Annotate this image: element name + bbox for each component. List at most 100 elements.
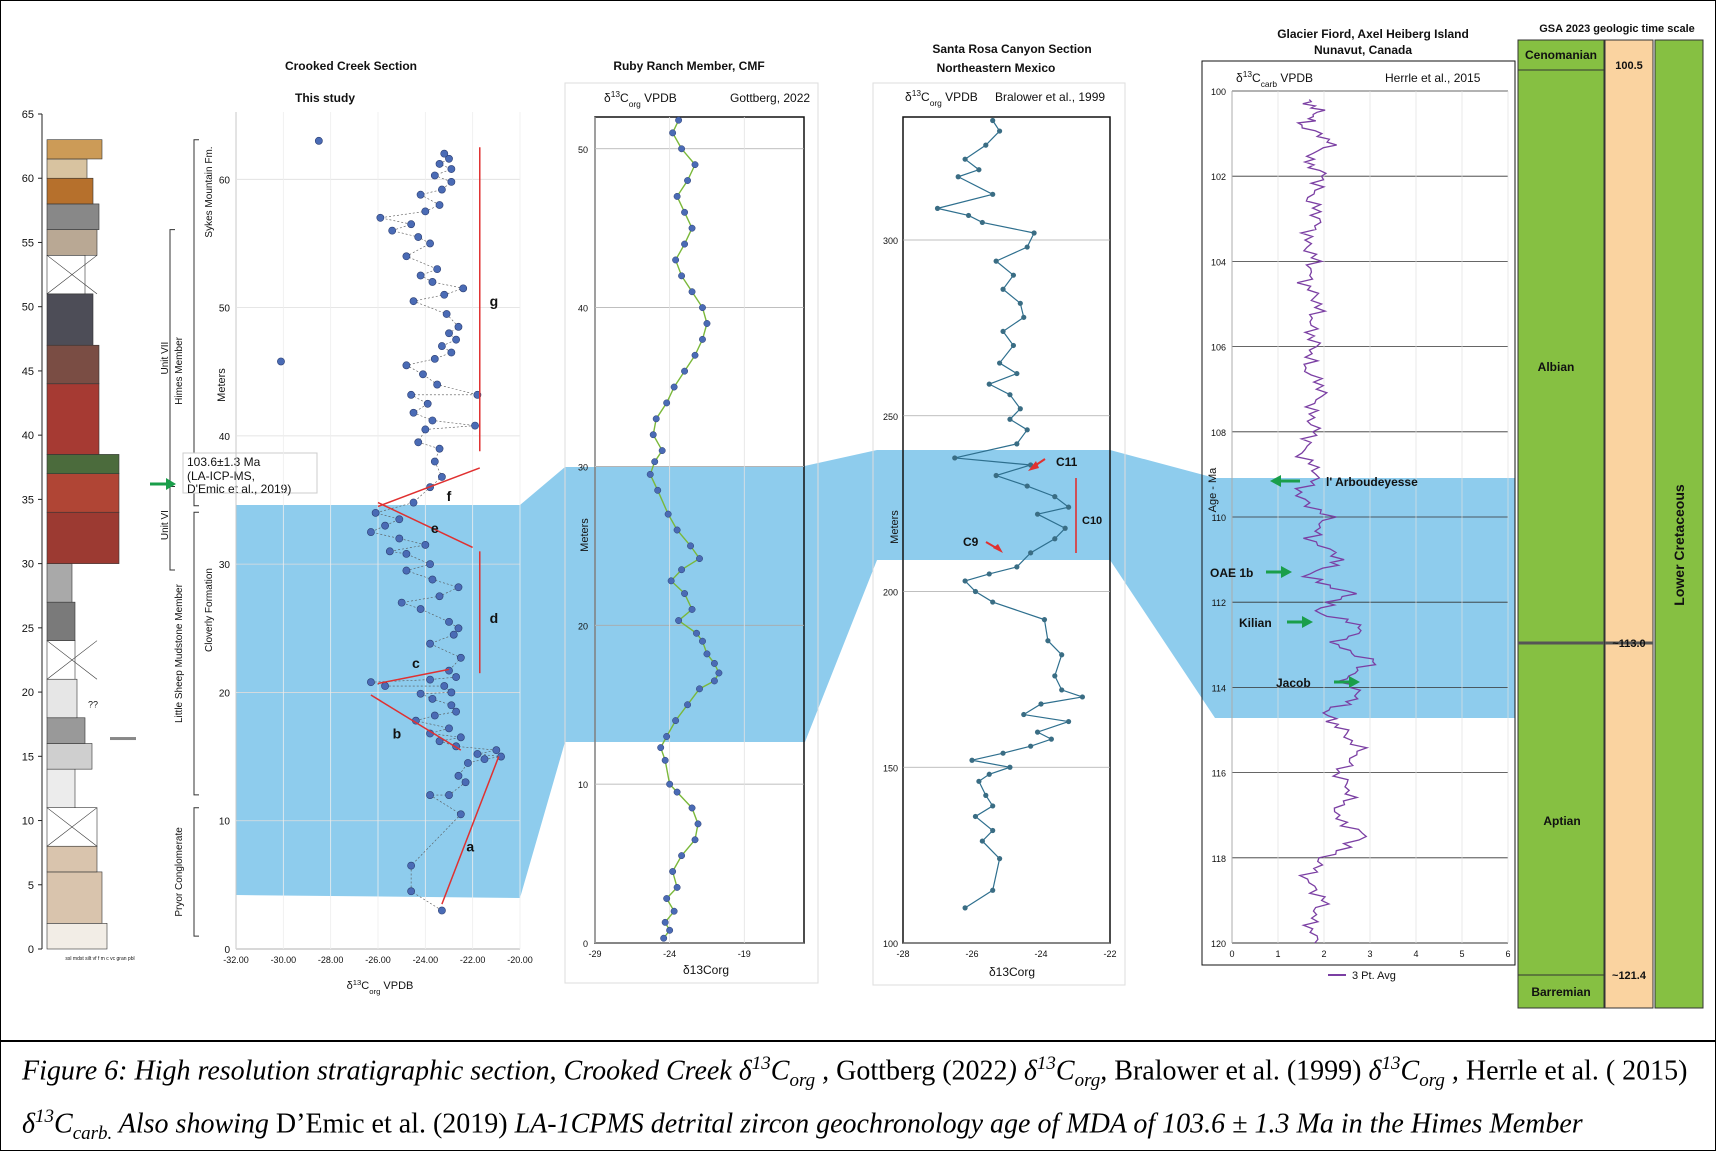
- stage-column: [1517, 39, 1605, 1009]
- p1-data-point: [407, 887, 416, 896]
- p1-data-point: [407, 861, 416, 870]
- p1-data-point: [445, 666, 453, 675]
- p4-y-tick-label: 102: [1211, 172, 1226, 182]
- caption-demic: D’Emic et al. (2019): [275, 1108, 508, 1140]
- caption-part: ) δ: [1007, 1055, 1037, 1087]
- p2-data-point: [673, 883, 681, 891]
- caption-sub: org: [789, 1069, 816, 1091]
- p2-data-point: [666, 926, 674, 934]
- p3-data-point: [1014, 370, 1020, 377]
- caption-bralower: Bralower et al. (1999): [1114, 1055, 1362, 1087]
- p1-data-point: [421, 541, 430, 549]
- p1-data-point: [376, 213, 385, 222]
- p2-data-point: [678, 145, 686, 153]
- p3-data-point: [990, 887, 996, 893]
- p1-data-point: [421, 207, 430, 216]
- p1-data-point: [452, 335, 460, 344]
- p4-x-tick-label: 0: [1229, 949, 1234, 959]
- label-cloverly: Cloverly Formation: [204, 568, 215, 652]
- p3-outer-frame: [872, 82, 1126, 986]
- p1-trend-letter: g: [490, 293, 499, 309]
- panel4-subtitle: Nunavut, Canada: [1314, 43, 1412, 57]
- p1-data-point: [497, 752, 505, 761]
- p1-data-point: [381, 521, 389, 530]
- p4-event-label: l' Arboudeyesse: [1326, 475, 1418, 489]
- p3-data-point: [1052, 494, 1058, 500]
- litho-bed: [46, 845, 98, 873]
- p3-data-point: [1059, 652, 1065, 658]
- p3-data-point: [965, 212, 972, 219]
- p2-data-point: [693, 629, 700, 637]
- p3-x-tick-label: -22: [1103, 949, 1116, 959]
- p4-citation: Herrle et al., 2015: [1385, 71, 1481, 85]
- p2-y-tick-label: 0: [583, 939, 588, 949]
- caption-gottberg: Gottberg (2022: [836, 1055, 1008, 1087]
- p4-y-tick-label: 118: [1212, 854, 1226, 864]
- p3-y-tick-label: 100: [883, 939, 898, 949]
- p2-y-tick-label: 20: [578, 621, 588, 631]
- p3-data-point: [1021, 711, 1027, 718]
- p3-data-point: [1052, 673, 1058, 679]
- p3-data-point: [990, 599, 996, 605]
- p3-data-point: [952, 455, 958, 461]
- p3-data-point: [1000, 286, 1006, 292]
- p2-ylabel: Meters: [579, 518, 591, 552]
- p1-data-point: [456, 733, 465, 742]
- p3-xlabel: δ13Corg: [989, 965, 1035, 979]
- p1-data-point: [414, 233, 423, 241]
- litho-bed: [46, 511, 120, 564]
- p3-data-point: [1010, 342, 1017, 349]
- p3-data-point: [972, 813, 979, 820]
- p2-data-point: [646, 470, 654, 478]
- litho-bed: [46, 923, 108, 950]
- p3-citation: Bralower et al., 1999: [995, 90, 1105, 104]
- p3-data-point: [990, 827, 996, 834]
- p1-trend-line: [377, 501, 473, 549]
- p2-data-point: [649, 431, 657, 439]
- p2-data-point: [703, 650, 711, 658]
- p3-x-tick-label: -28: [896, 949, 909, 959]
- p1-y-tick-label: 60: [219, 175, 231, 186]
- p2-data-point: [669, 868, 677, 875]
- caption-c: C: [54, 1108, 73, 1140]
- p1-ylabel: Meters: [216, 368, 228, 402]
- p3-data-point: [1062, 525, 1068, 531]
- p1-data-point: [473, 750, 482, 758]
- p3-data-point: [1007, 764, 1013, 770]
- litho-tick-label: 55: [22, 237, 34, 249]
- p1-trend-letter: f: [447, 488, 452, 504]
- p3-data-point: [976, 778, 982, 784]
- p1-x-tick-label: -26.00: [365, 955, 391, 965]
- p3-data-point: [969, 757, 975, 763]
- p2-data-point: [715, 669, 723, 677]
- p1-data-point: [433, 380, 442, 389]
- p1-data-point: [416, 689, 425, 698]
- panel3-subtitle: Northeastern Mexico: [937, 61, 1056, 75]
- caption-sup: 13: [35, 1105, 55, 1127]
- p2-data-point: [681, 367, 689, 375]
- p3-data-point: [934, 205, 941, 211]
- caption-part: δ: [22, 1108, 36, 1140]
- p3-arrow-c11-head: [1028, 461, 1039, 471]
- p1-data-point: [366, 678, 375, 687]
- p3-data-point: [979, 219, 985, 226]
- p2-data-point: [688, 224, 696, 232]
- panel3-title: Santa Rosa Canyon Section: [932, 42, 1091, 56]
- p4-y-tick-label: 120: [1211, 939, 1226, 949]
- p3-data-point: [1014, 441, 1020, 447]
- p1-data-point: [447, 165, 456, 173]
- stage-cenomanian: Cenomanian: [1525, 48, 1597, 62]
- litho-tick-label: 50: [22, 302, 34, 314]
- p1-data-point: [456, 653, 465, 662]
- litho-tick-label: 15: [22, 751, 34, 763]
- p3-data-point: [1038, 701, 1044, 707]
- p1-x-tick-label: -20.00: [507, 955, 533, 965]
- p4-legend-label: 3 Pt. Avg: [1352, 970, 1396, 982]
- p2-data-point: [691, 836, 699, 844]
- p3-arrow-c9-head: [993, 544, 1003, 553]
- bracket-himes: [193, 139, 199, 507]
- p1-data-point: [430, 711, 439, 720]
- caption-sup: 13: [751, 1053, 771, 1074]
- p1-data-point: [421, 425, 430, 434]
- litho-bed: [46, 768, 76, 808]
